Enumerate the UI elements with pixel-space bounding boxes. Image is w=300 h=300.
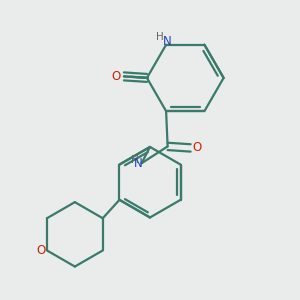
Text: O: O — [36, 244, 46, 257]
Text: H: H — [156, 32, 164, 42]
Text: H: H — [131, 154, 139, 165]
Text: N: N — [134, 158, 143, 170]
Text: O: O — [112, 70, 121, 83]
Text: O: O — [193, 141, 202, 154]
Text: N: N — [163, 34, 172, 47]
